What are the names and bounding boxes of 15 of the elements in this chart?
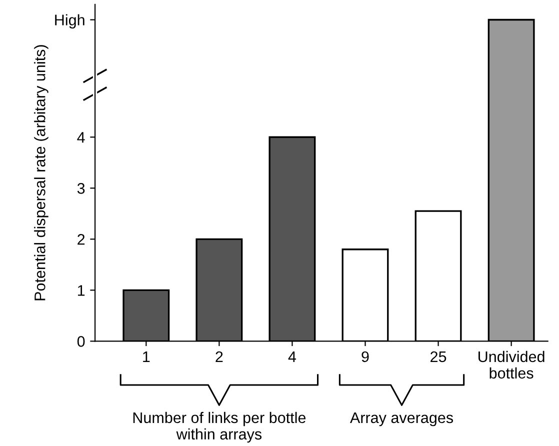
y-tick-label: 0 xyxy=(77,336,85,347)
y-axis-title: Potential dispersal rate (arbitary units) xyxy=(34,45,48,300)
y-tick-label: High xyxy=(55,14,84,28)
y-tick-label: 2 xyxy=(78,234,85,245)
x-tick-label: 25 xyxy=(430,351,446,362)
y-tick-label: 1 xyxy=(78,285,85,296)
y-tick-label: 3 xyxy=(77,183,85,194)
x-tick-label: 1 xyxy=(143,351,150,362)
x-tick-label: Undivided bottles xyxy=(478,350,544,379)
text: Number of links per bottle within arrays xyxy=(133,412,306,443)
x-tick-label: 4 xyxy=(288,351,296,362)
text: Array averages xyxy=(350,412,454,426)
x-tick-label: 2 xyxy=(216,351,223,362)
x-tick-label: 9 xyxy=(362,351,369,362)
y-tick-label: 4 xyxy=(77,132,85,143)
